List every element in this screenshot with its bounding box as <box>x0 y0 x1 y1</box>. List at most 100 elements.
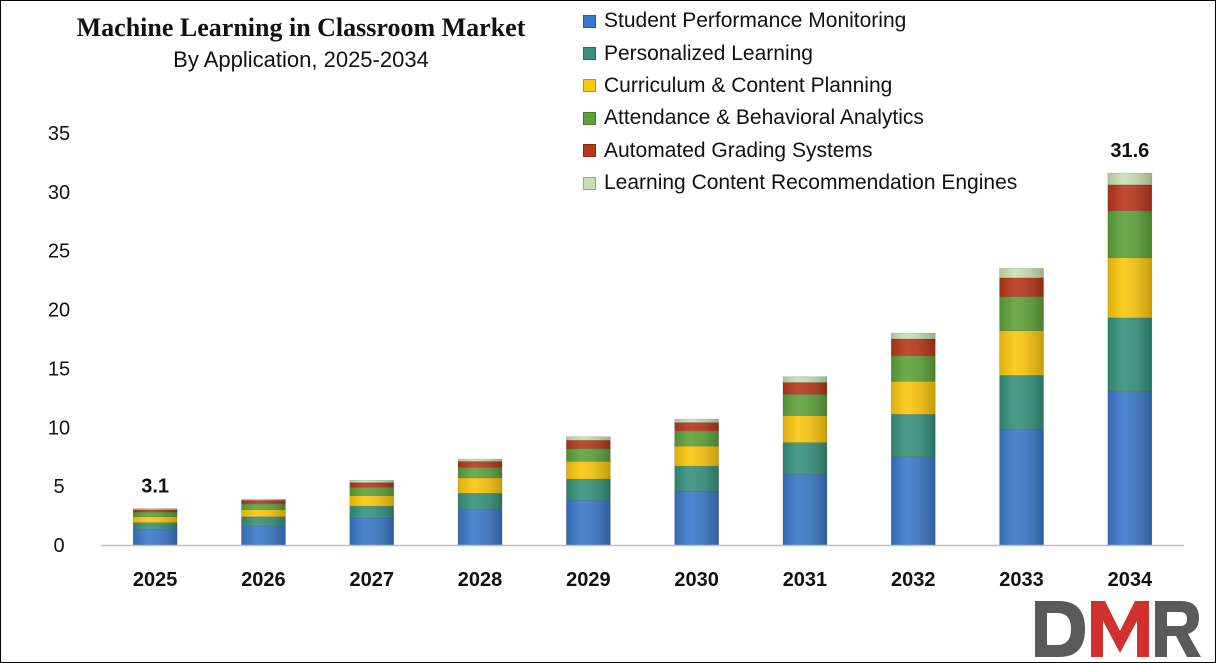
bar-segment-shading <box>458 467 503 478</box>
bar-segment-shading <box>133 509 178 513</box>
bar-segment-shading <box>241 516 286 527</box>
bar-segment-shading <box>782 415 827 443</box>
bar-segment-shading <box>1107 210 1152 258</box>
bar-segment-shading <box>782 394 827 416</box>
bar-segment-shading <box>674 446 719 467</box>
bar-segment-shading <box>566 440 611 449</box>
bar-segment-shading <box>349 487 394 496</box>
legend-item: Personalized Learning <box>583 37 1017 69</box>
legend-label: Student Performance Monitoring <box>604 9 907 33</box>
bar-segment-shading <box>891 381 936 415</box>
bar-segment-shading <box>891 456 936 545</box>
bar-segment-shading <box>458 493 503 510</box>
bar-segment-shading <box>782 376 827 383</box>
x-tick-label: 2032 <box>891 569 936 591</box>
bar-segment-shading <box>674 490 719 545</box>
y-tick-label: 35 <box>48 123 70 145</box>
x-tick-label: 2028 <box>458 569 503 591</box>
chart-title: Machine Learning in Classroom Market <box>76 13 526 42</box>
bar-segment-shading <box>133 522 178 530</box>
bar-segment-shading <box>349 480 394 483</box>
bar-segment-shading <box>999 375 1044 430</box>
legend-label: Automated Grading Systems <box>604 138 873 162</box>
chart-legend: Student Performance Monitoring Personaliz… <box>583 5 1017 199</box>
bar-segment-shading <box>133 512 178 517</box>
bar-segment-shading <box>891 355 936 382</box>
legend-swatch <box>583 79 596 93</box>
x-tick-label: 2033 <box>999 569 1044 591</box>
bar-segment-shading <box>999 296 1044 331</box>
y-tick-label: 10 <box>48 417 70 439</box>
bar-segment-shading <box>241 509 286 517</box>
y-tick-label: 0 <box>53 535 64 557</box>
bar-segment-shading <box>566 448 611 462</box>
bar-segment-shading <box>999 268 1044 278</box>
legend-label: Attendance & Behavioral Analytics <box>604 106 924 130</box>
bar-segment-shading <box>782 474 827 545</box>
data-label: 3.1 <box>141 476 169 498</box>
bar-segment-shading <box>458 477 503 494</box>
bar-segment-shading <box>1107 184 1152 211</box>
legend-swatch <box>583 176 596 190</box>
legend-item: Learning Content Recommendation Engines <box>583 167 1017 199</box>
bar-segment-shading <box>891 339 936 356</box>
bar-segment-shading <box>241 500 286 504</box>
bar-segment-shading <box>674 430 719 447</box>
bar-segment-shading <box>782 382 827 395</box>
bar-segment-shading <box>241 526 286 545</box>
bar-segment-shading <box>566 436 611 441</box>
bar-segment-shading <box>674 422 719 431</box>
bar-segment-shading <box>566 500 611 545</box>
bar-segment-shading <box>458 461 503 468</box>
dmr-logo <box>1035 601 1201 657</box>
bar-segment-shading <box>782 442 827 475</box>
data-label: 31.6 <box>1110 140 1149 162</box>
bar-segment-shading <box>458 459 503 462</box>
legend-item: Student Performance Monitoring <box>583 5 1017 37</box>
y-tick-label: 5 <box>53 476 64 498</box>
x-tick-label: 2027 <box>350 569 395 591</box>
legend-swatch <box>583 14 596 28</box>
legend-label: Curriculum & Content Planning <box>604 73 893 97</box>
bar-segment-shading <box>674 419 719 423</box>
bar-segment-shading <box>349 482 394 488</box>
x-tick-label: 2025 <box>133 569 178 591</box>
bar-segment-shading <box>1107 390 1152 545</box>
legend-label: Learning Content Recommendation Engines <box>604 171 1018 195</box>
x-tick-label: 2034 <box>1108 569 1153 591</box>
bar-segment-shading <box>133 508 178 510</box>
legend-item: Attendance & Behavioral Analytics <box>583 102 1017 134</box>
bar-segment-shading <box>999 330 1044 376</box>
bar-segment-shading <box>133 516 178 523</box>
legend-item: Automated Grading Systems <box>583 135 1017 167</box>
y-tick-label: 30 <box>48 182 70 204</box>
x-tick-label: 2030 <box>674 569 719 591</box>
bar-segment-shading <box>1107 173 1152 185</box>
bar-segment-shading <box>566 461 611 480</box>
x-tick-label: 2029 <box>566 569 611 591</box>
bar-segment-shading <box>999 277 1044 297</box>
x-tick-label: 2026 <box>241 569 286 591</box>
bar-segment-shading <box>349 506 394 518</box>
bar-segment-shading <box>1107 317 1152 391</box>
y-tick-label: 15 <box>48 358 70 380</box>
bar-segment-shading <box>891 414 936 457</box>
y-tick-label: 25 <box>48 241 70 263</box>
legend-swatch <box>583 111 596 125</box>
bar-segment-shading <box>891 333 936 339</box>
bar-segment-shading <box>999 429 1044 545</box>
bar-segment-shading <box>458 509 503 545</box>
bar-segment-shading <box>349 517 394 545</box>
bar-segment-shading <box>241 499 286 501</box>
chart-subtitle: By Application, 2025-2034 <box>173 47 429 72</box>
bar-segment-shading <box>349 495 394 507</box>
bar-segment-shading <box>133 529 178 545</box>
bar-segment-shading <box>241 503 286 510</box>
bar-segment-shading <box>1107 257 1152 318</box>
bar-segment-shading <box>674 466 719 491</box>
legend-label: Personalized Learning <box>604 41 813 65</box>
legend-item: Curriculum & Content Planning <box>583 70 1017 102</box>
bar-segment-shading <box>566 479 611 501</box>
